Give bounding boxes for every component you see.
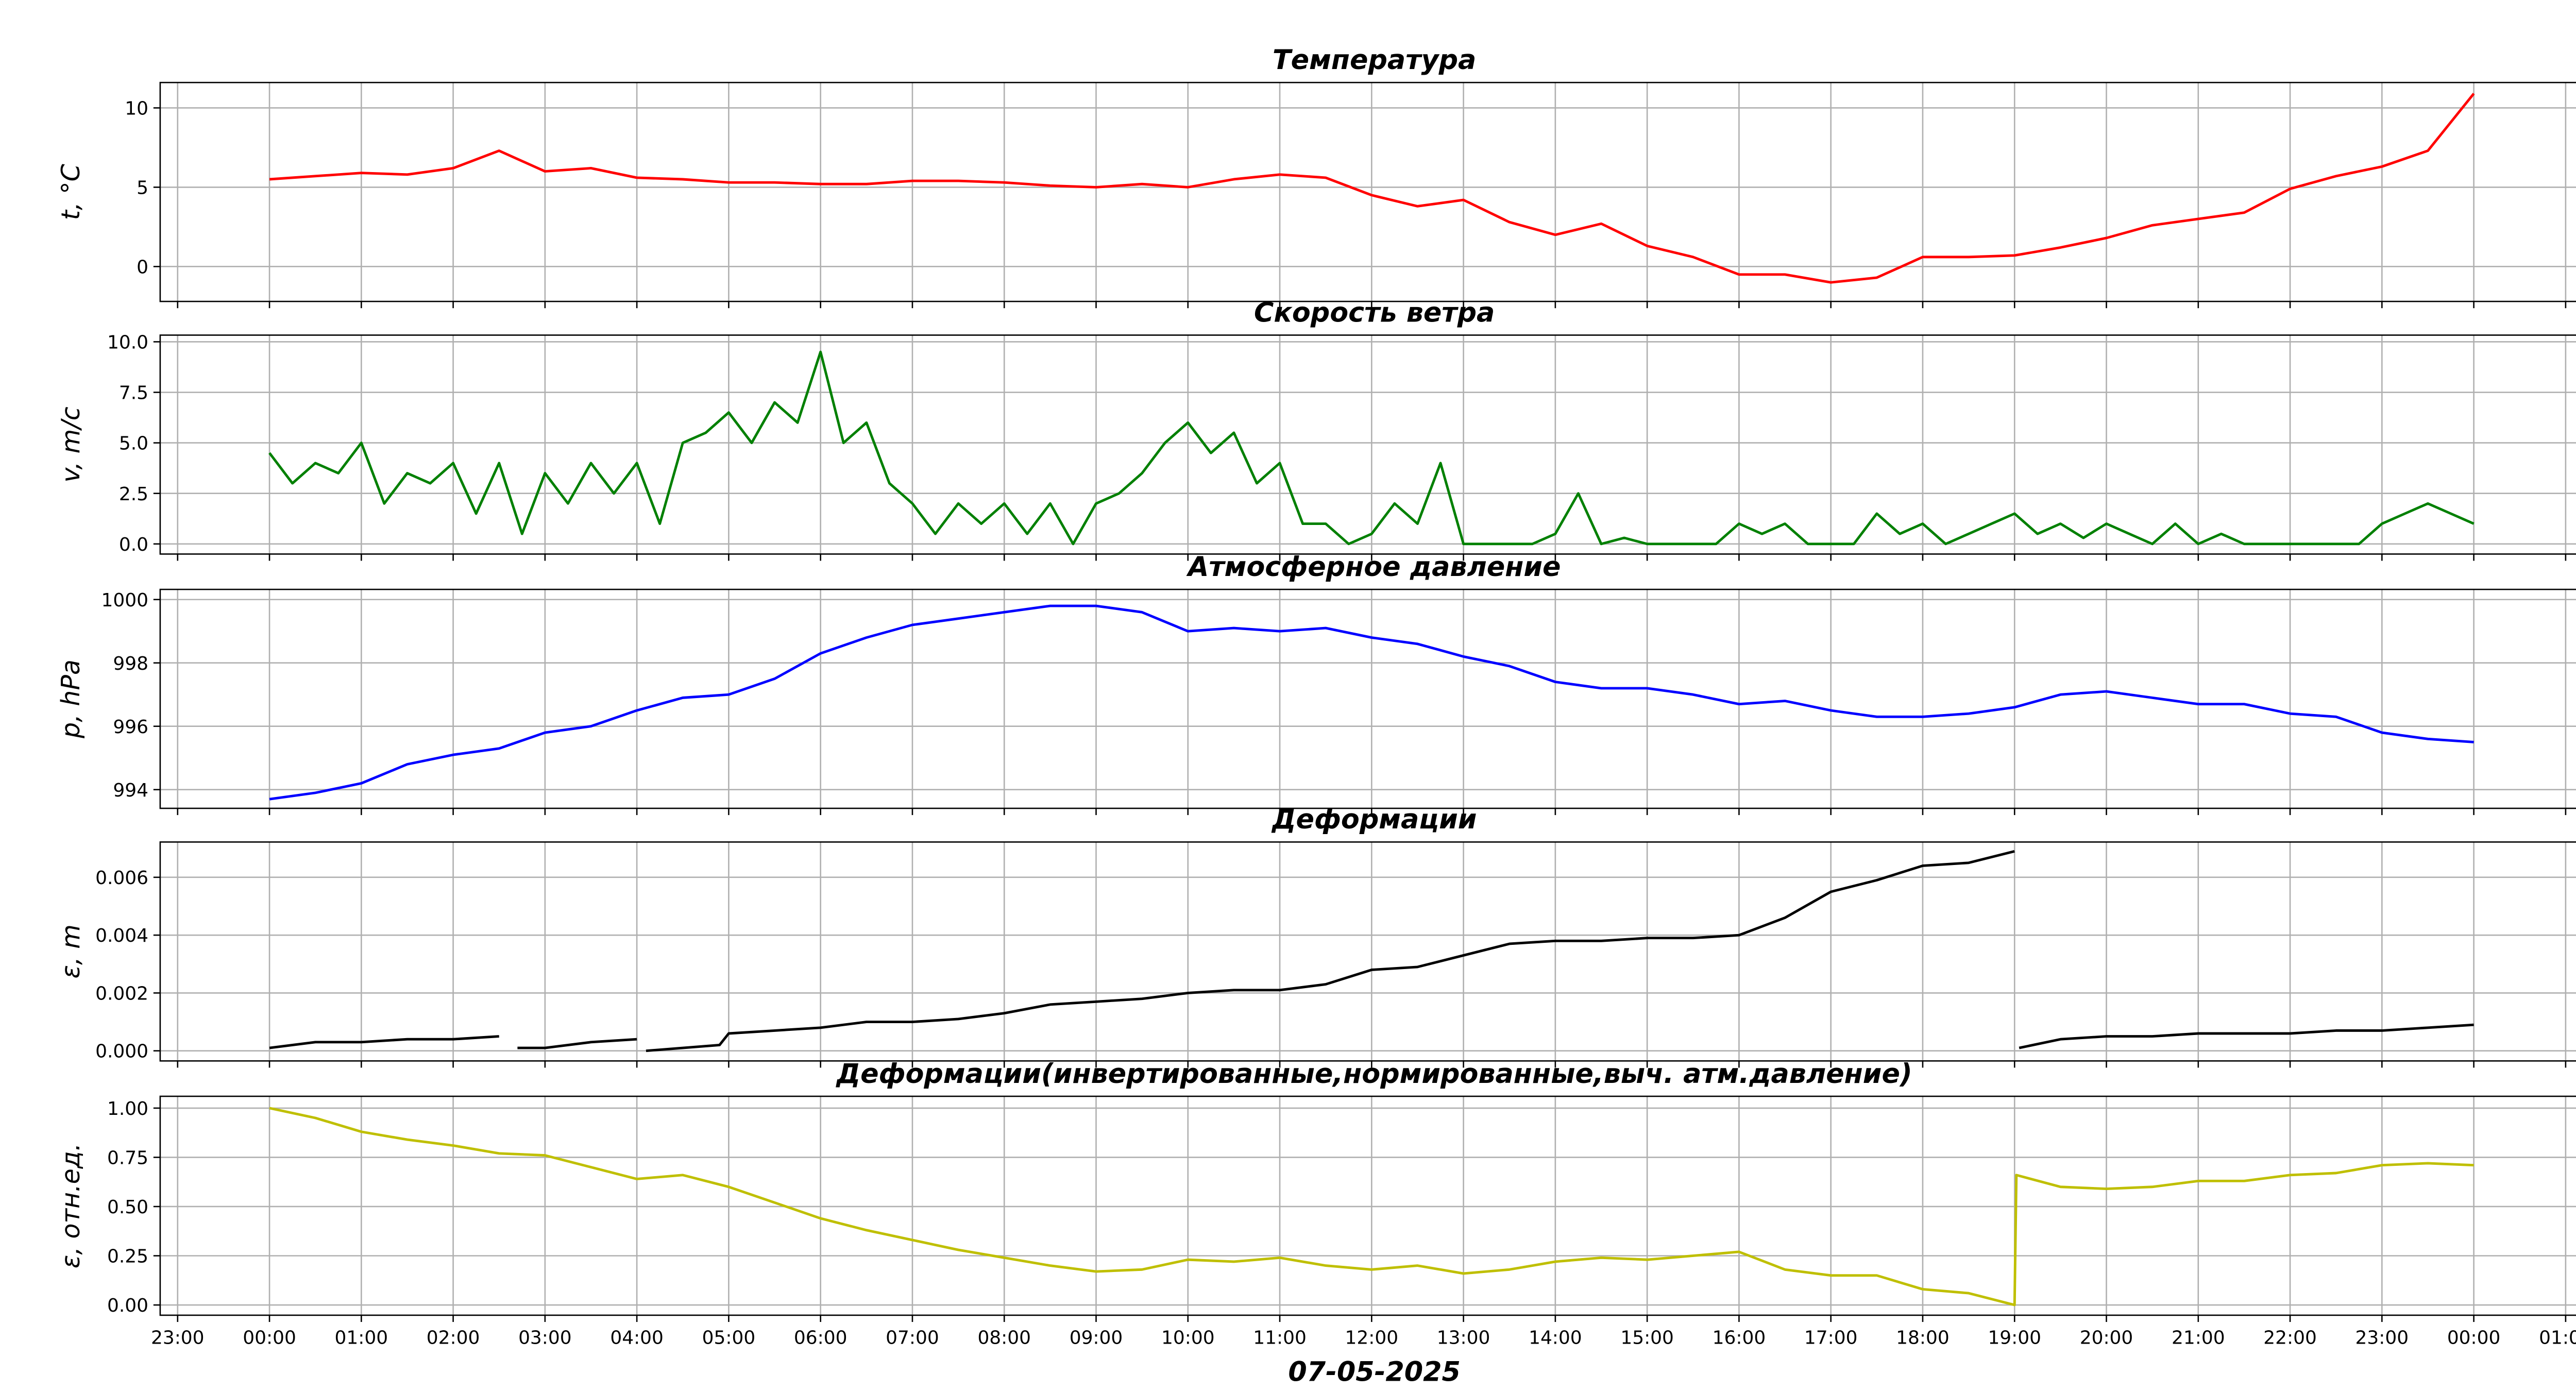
x-tick-label: 08:00	[977, 1327, 1031, 1348]
y-axis-label: ε, m	[56, 924, 86, 978]
y-axis-label: t, °C	[56, 163, 86, 220]
x-tick-label: 00:00	[243, 1327, 296, 1348]
y-tick-label: 0.004	[95, 925, 148, 946]
x-tick-label: 20:00	[2080, 1327, 2133, 1348]
plot-frame	[159, 81, 2576, 302]
y-tick-label: 0.0	[119, 534, 148, 555]
data-line	[269, 1107, 2474, 1307]
plot-frame	[159, 841, 2576, 1062]
x-tick-label: 23:00	[2355, 1327, 2409, 1348]
x-tick-label: 10:00	[1161, 1327, 1215, 1348]
x-tick-label: 17:00	[1804, 1327, 1858, 1348]
x-tick-label: 07:00	[886, 1327, 939, 1348]
y-tick-label: 0.00	[107, 1295, 148, 1316]
y-tick-label: 0.25	[107, 1246, 148, 1267]
x-tick-label: 16:00	[1713, 1327, 1766, 1348]
x-tick-label: 09:00	[1070, 1327, 1123, 1348]
y-axis-label: v, m/c	[56, 406, 86, 482]
plot-frame	[159, 588, 2576, 809]
plot-frame	[159, 334, 2576, 555]
x-tick-label: 18:00	[1896, 1327, 1950, 1348]
x-tick-label: 14:00	[1529, 1327, 1582, 1348]
x-tick-label: 19:00	[1988, 1327, 2041, 1348]
x-tick-label: 21:00	[2172, 1327, 2225, 1348]
y-tick-label: 0.000	[95, 1041, 148, 1062]
x-tick-label: 11:00	[1253, 1327, 1307, 1348]
y-tick-label: 998	[113, 653, 148, 674]
y-tick-label: 0.006	[95, 868, 148, 889]
x-tick-label: 01:00	[335, 1327, 388, 1348]
x-tick-label: 04:00	[610, 1327, 664, 1348]
y-tick-label: 994	[113, 780, 148, 801]
x-tick-label: 06:00	[794, 1327, 848, 1348]
x-tick-label: 22:00	[2263, 1327, 2317, 1348]
x-axis-label: 07-05-2025	[1288, 1356, 1461, 1387]
y-axis-label: p, hPa	[56, 659, 86, 739]
x-tick-label: 01:00	[2539, 1327, 2576, 1348]
x-tick-label: 15:00	[1620, 1327, 1674, 1348]
y-tick-label: 1.00	[107, 1098, 148, 1119]
chart-title: Деформации(инвертированные,нормированные…	[836, 1058, 1912, 1090]
x-tick-label: 12:00	[1345, 1327, 1399, 1348]
x-tick-label: 05:00	[702, 1327, 756, 1348]
y-tick-label: 10	[125, 98, 148, 120]
x-tick-label: 13:00	[1437, 1327, 1490, 1348]
x-tick-label: 02:00	[427, 1327, 480, 1348]
chart-title: Атмосферное давление	[1186, 551, 1561, 583]
y-tick-label: 5.0	[119, 433, 148, 454]
x-tick-label: 03:00	[518, 1327, 572, 1348]
y-tick-label: 0.50	[107, 1197, 148, 1218]
x-tick-label: 00:00	[2447, 1327, 2501, 1348]
chart-title: Температура	[1273, 44, 1476, 76]
data-line	[269, 93, 2475, 284]
y-tick-label: 0.002	[95, 983, 148, 1004]
y-tick-label: 5	[137, 177, 148, 198]
y-tick-label: 996	[113, 717, 148, 738]
data-line	[269, 604, 2474, 801]
y-tick-label: 1000	[101, 590, 148, 611]
y-tick-label: 0	[137, 257, 148, 278]
y-tick-label: 0.75	[107, 1148, 148, 1169]
y-tick-label: 10.0	[107, 332, 148, 353]
x-tick-label: 23:00	[151, 1327, 205, 1348]
chart-title: Деформации	[1271, 804, 1477, 835]
data-line	[269, 850, 2474, 1053]
plot-frame	[159, 1095, 2576, 1316]
chart-title: Скорость ветра	[1254, 297, 1495, 328]
y-tick-label: 2.5	[119, 484, 148, 505]
y-axis-label: ε, отн.ед.	[56, 1143, 86, 1268]
data-line	[268, 350, 2475, 546]
y-tick-label: 7.5	[119, 383, 148, 404]
